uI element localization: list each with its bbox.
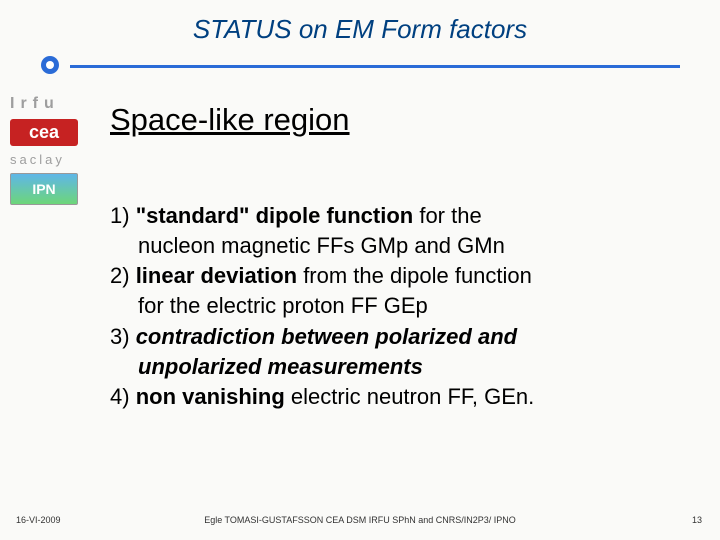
logo-cea: cea <box>10 119 78 146</box>
slide: STATUS on EM Form factors Irfu cea sacla… <box>0 0 720 540</box>
section-heading: Space-like region <box>110 102 350 138</box>
logo-irfu: Irfu <box>10 95 88 113</box>
bullet-icon <box>40 55 60 75</box>
page-number: 13 <box>692 515 702 525</box>
item-3-prefix: 3) <box>110 324 136 349</box>
item-1-line2: nucleon magnetic FFs GMp and GMn <box>110 232 670 260</box>
item-4: 4) non vanishing electric neutron FF, GE… <box>110 383 670 411</box>
item-2-bold: linear deviation <box>136 263 297 288</box>
item-4-prefix: 4) <box>110 384 136 409</box>
item-4-bold: non vanishing <box>136 384 285 409</box>
item-2-prefix: 2) <box>110 263 136 288</box>
title-wrap: STATUS on EM Form factors <box>0 14 720 45</box>
item-1: 1) "standard" dipole function for the <box>110 202 670 230</box>
item-1-prefix: 1) <box>110 203 136 228</box>
title-rule <box>40 55 680 77</box>
item-3-line2: unpolarized measurements <box>110 353 670 381</box>
item-2: 2) linear deviation from the dipole func… <box>110 262 670 290</box>
item-2-rest: from the dipole function <box>297 263 532 288</box>
body-content: 1) "standard" dipole function for the nu… <box>110 202 670 413</box>
logo-strip: Irfu cea saclay IPN <box>10 95 88 211</box>
item-2-line2: for the electric proton FF GEp <box>110 292 670 320</box>
item-4-rest: electric neutron FF, GEn. <box>285 384 534 409</box>
slide-title: STATUS on EM Form factors <box>193 14 527 44</box>
item-3: 3) contradiction between polarized and <box>110 323 670 351</box>
logo-saclay: saclay <box>10 152 88 167</box>
item-1-bold: "standard" dipole function <box>136 203 414 228</box>
horizontal-rule <box>70 65 680 68</box>
logo-ipn: IPN <box>10 173 78 205</box>
item-3-bold-italic: contradiction between polarized and <box>136 324 517 349</box>
item-1-rest: for the <box>413 203 481 228</box>
footer-author: Egle TOMASI-GUSTAFSSON CEA DSM IRFU SPhN… <box>0 515 720 525</box>
